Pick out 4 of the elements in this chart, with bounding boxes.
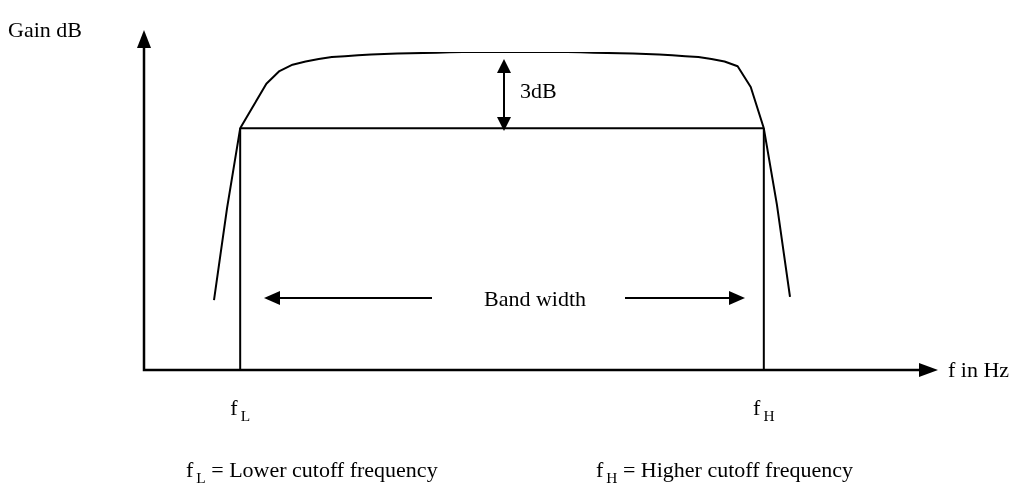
annotation: 3dB bbox=[520, 78, 557, 103]
text: Gain dB bbox=[8, 17, 82, 42]
text: f in Hz bbox=[948, 357, 1010, 382]
annotation: Band width bbox=[483, 286, 587, 311]
